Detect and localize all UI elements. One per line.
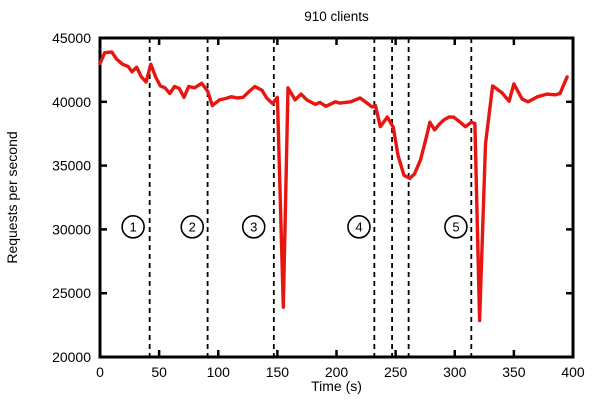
- y-tick-label: 35000: [52, 158, 91, 174]
- phase-marker-circle-3: [241, 215, 266, 239]
- phase-marker-number-1: 1: [129, 219, 136, 234]
- x-tick-label: 350: [502, 364, 526, 380]
- x-tick-label: 150: [266, 364, 290, 380]
- plot-border: [98, 36, 575, 359]
- phase-marker-number-2: 2: [189, 219, 196, 234]
- y-tick-label: 25000: [52, 285, 91, 301]
- x-axis-label: Time (s): [311, 378, 362, 394]
- y-tick-label: 20000: [52, 349, 91, 365]
- x-tick-label: 0: [96, 364, 104, 380]
- phase-marker-number-5: 5: [452, 219, 459, 234]
- x-tick-label: 300: [443, 364, 467, 380]
- phase-marker-circle-2: [180, 215, 205, 239]
- phase-marker-number-3: 3: [250, 219, 257, 234]
- y-axis-label: Requests per second: [4, 131, 20, 263]
- x-tick-label: 200: [325, 364, 349, 380]
- phase-marker-number-4: 4: [355, 219, 362, 234]
- x-tick-label: 250: [384, 364, 408, 380]
- data-line-requests-per-second: [98, 50, 569, 323]
- phase-marker-circle-1: [121, 215, 145, 239]
- x-tick-label: 50: [151, 364, 167, 380]
- y-tick-label: 30000: [52, 221, 91, 237]
- phase-marker-circle-5: [444, 215, 468, 239]
- phase-marker-circle-4: [347, 215, 371, 239]
- y-tick-label: 40000: [52, 94, 91, 110]
- x-tick-label: 100: [207, 364, 231, 380]
- x-tick-label: 400: [561, 364, 585, 380]
- chart-title: 910 clients: [304, 9, 369, 24]
- y-tick-label: 45000: [52, 30, 91, 46]
